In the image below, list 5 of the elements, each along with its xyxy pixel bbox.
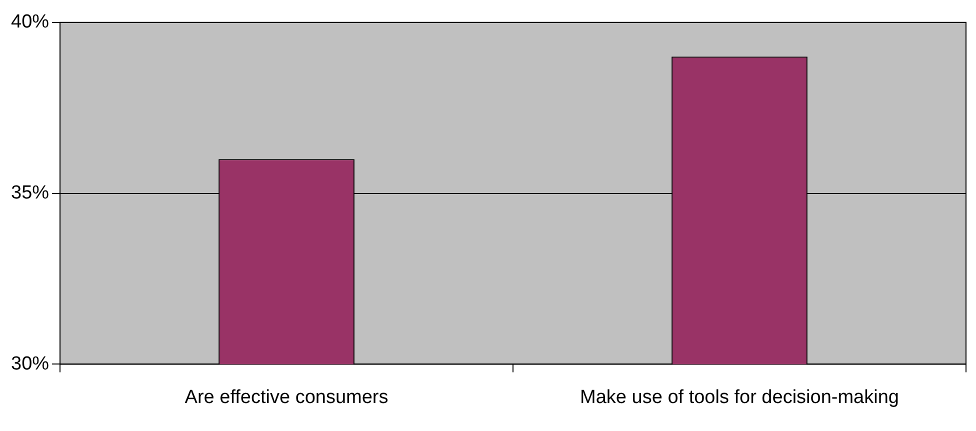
y-tick-label: 40%: [10, 12, 50, 33]
y-tick-label: 30%: [10, 353, 50, 374]
x-tick-label: Make use of tools for decision-making: [580, 386, 899, 408]
y-tick-label: 35%: [10, 182, 50, 204]
x-tick-label: Are effective consumers: [184, 386, 388, 408]
